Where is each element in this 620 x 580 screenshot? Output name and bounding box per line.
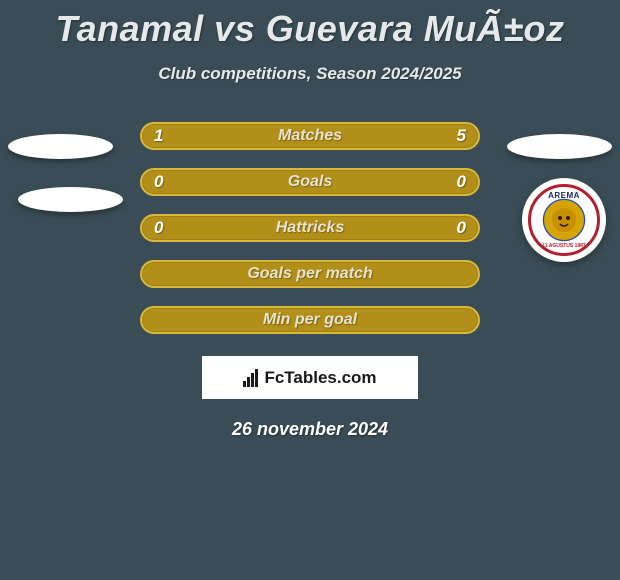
stat-value-right: 0: [457, 172, 466, 192]
stat-label: Goals: [288, 173, 332, 191]
footer-date: 26 november 2024: [0, 419, 620, 440]
stat-bar-hattricks: 0 Hattricks 0: [140, 214, 480, 242]
lion-head-icon: [550, 206, 578, 234]
stat-bar-goals: 0 Goals 0: [140, 168, 480, 196]
footer-brand-box: FcTables.com: [202, 356, 418, 399]
stat-label: Min per goal: [263, 311, 357, 329]
stat-label: Matches: [278, 127, 342, 145]
stat-value-left: 0: [154, 218, 163, 238]
stat-value-left: 1: [154, 126, 163, 146]
stat-value-left: 0: [154, 172, 163, 192]
stat-label: Goals per match: [247, 265, 372, 283]
arema-logo-date: 11 AGUSTUS 1987: [542, 243, 585, 249]
player2-badge-top: [507, 134, 612, 159]
arema-logo-icon: AREMA 11 AGUSTUS 1987: [528, 184, 600, 256]
page-subtitle: Club competitions, Season 2024/2025: [0, 64, 620, 84]
arema-logo-text: AREMA: [548, 191, 580, 200]
page-title: Tanamal vs Guevara MuÃ±oz: [0, 0, 620, 50]
player1-badge-top: [8, 134, 113, 159]
stat-value-right: 0: [457, 218, 466, 238]
player2-club-badge: AREMA 11 AGUSTUS 1987: [522, 178, 606, 262]
footer-brand-text: FcTables.com: [264, 368, 376, 388]
bar-chart-icon: [243, 369, 258, 387]
player1-badge-mid: [18, 187, 123, 212]
stat-value-right: 5: [457, 126, 466, 146]
stat-label: Hattricks: [276, 219, 344, 237]
stats-area: AREMA 11 AGUSTUS 1987 1 Matches 5 0 Goal…: [0, 122, 620, 334]
stat-bar-goals-per-match: Goals per match: [140, 260, 480, 288]
stat-bar-min-per-goal: Min per goal: [140, 306, 480, 334]
stat-bar-matches: 1 Matches 5: [140, 122, 480, 150]
stat-bars: 1 Matches 5 0 Goals 0 0 Hattricks 0 Goal…: [140, 122, 480, 334]
arema-lion-icon: [544, 200, 584, 240]
